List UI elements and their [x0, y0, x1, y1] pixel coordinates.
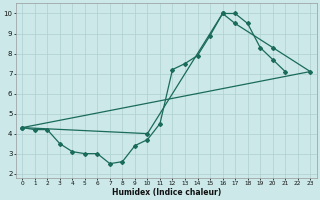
- X-axis label: Humidex (Indice chaleur): Humidex (Indice chaleur): [112, 188, 221, 197]
